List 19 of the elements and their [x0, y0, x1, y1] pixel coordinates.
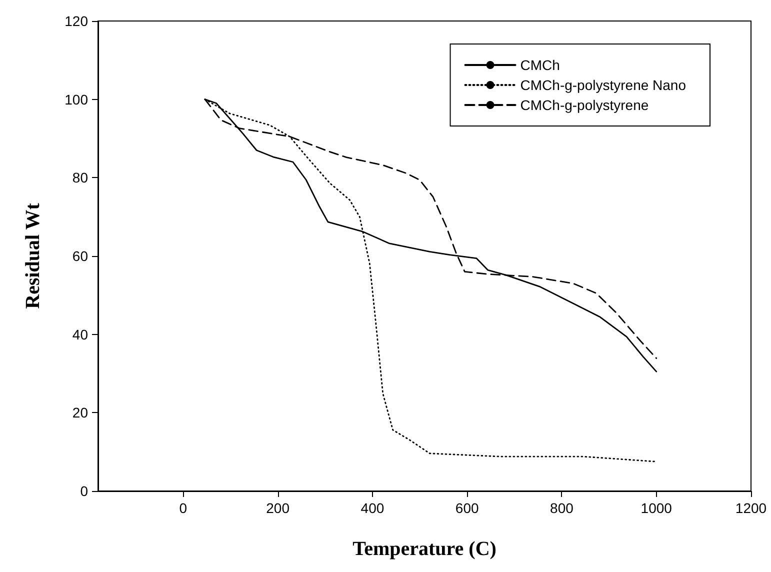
y-tick-label: 0 [80, 483, 88, 499]
y-tick-label: 120 [64, 13, 88, 29]
x-tick-label: 200 [266, 500, 290, 516]
x-tick-label: 600 [455, 500, 479, 516]
legend-label: CMCh-g-polystyrene Nano [520, 77, 686, 93]
x-tick-label: 400 [360, 500, 384, 516]
legend-label: CMCh [520, 57, 560, 73]
y-tick-label: 100 [64, 91, 88, 108]
y-axis-title: Residual Wt [22, 202, 44, 309]
y-tick-label: 20 [72, 404, 88, 421]
y-tick-label: 40 [72, 326, 88, 342]
x-tick-label: 1000 [640, 500, 672, 516]
x-axis-title: Temperature (C) [352, 538, 496, 560]
x-tick-label: 0 [179, 500, 188, 516]
legend-label: CMCh-g-polystyrene [520, 97, 649, 113]
x-tick-label: 1200 [735, 500, 767, 516]
y-tick-label: 80 [72, 170, 88, 186]
x-tick-label: 800 [550, 500, 574, 516]
y-tick-label: 60 [72, 248, 88, 264]
